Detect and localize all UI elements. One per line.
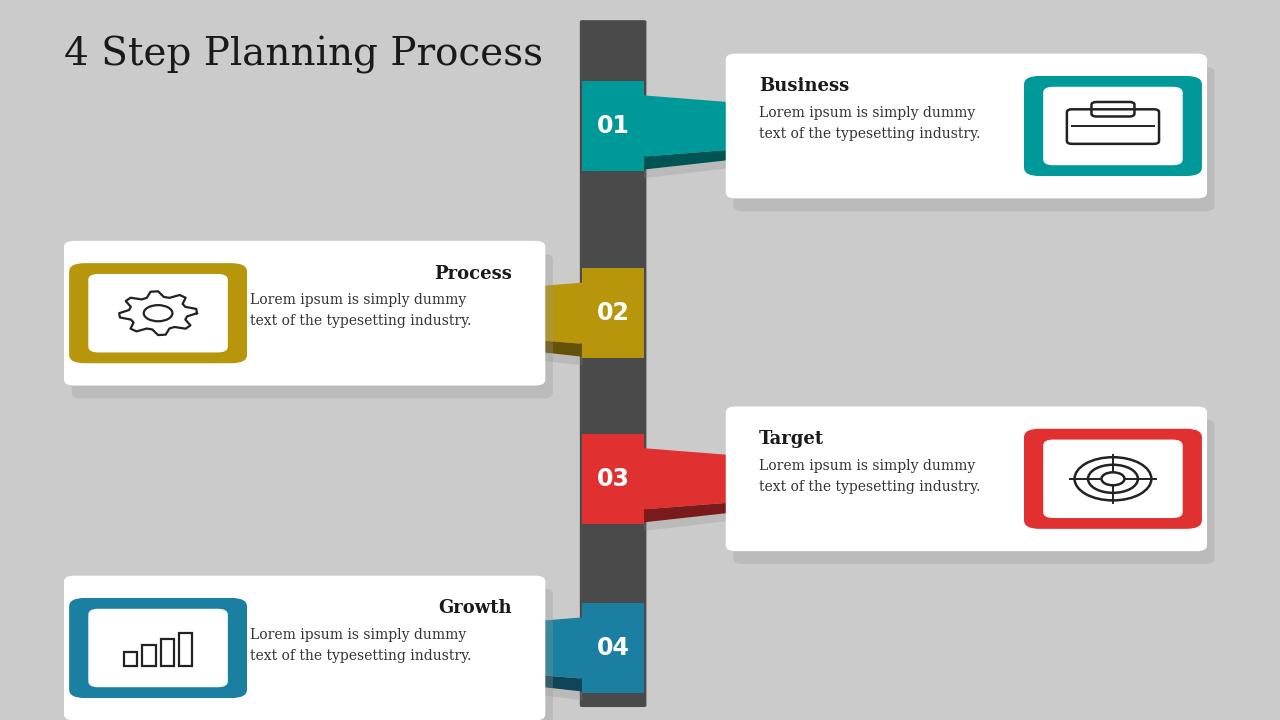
Text: 01: 01: [596, 114, 630, 138]
FancyBboxPatch shape: [733, 67, 1215, 212]
FancyBboxPatch shape: [726, 406, 1207, 552]
FancyBboxPatch shape: [582, 81, 644, 171]
Text: 04: 04: [596, 636, 630, 660]
Polygon shape: [644, 148, 845, 179]
FancyBboxPatch shape: [72, 589, 553, 720]
FancyBboxPatch shape: [582, 269, 644, 359]
FancyBboxPatch shape: [580, 20, 646, 707]
FancyBboxPatch shape: [72, 254, 553, 399]
Polygon shape: [384, 662, 582, 691]
FancyBboxPatch shape: [733, 419, 1215, 564]
Polygon shape: [644, 500, 845, 531]
Polygon shape: [384, 334, 582, 366]
Text: Lorem ipsum is simply dummy
text of the typesetting industry.: Lorem ipsum is simply dummy text of the …: [250, 628, 471, 663]
FancyBboxPatch shape: [582, 603, 644, 693]
Text: 02: 02: [596, 301, 630, 325]
FancyBboxPatch shape: [64, 240, 545, 386]
Polygon shape: [644, 96, 845, 157]
FancyBboxPatch shape: [69, 264, 247, 364]
Text: 4 Step Planning Process: 4 Step Planning Process: [64, 36, 543, 74]
Text: Lorem ipsum is simply dummy
text of the typesetting industry.: Lorem ipsum is simply dummy text of the …: [759, 459, 980, 494]
Text: Growth: Growth: [438, 599, 512, 617]
Polygon shape: [384, 617, 582, 678]
Polygon shape: [384, 282, 582, 344]
FancyBboxPatch shape: [69, 598, 247, 698]
Text: Target: Target: [759, 431, 824, 448]
Text: Lorem ipsum is simply dummy
text of the typesetting industry.: Lorem ipsum is simply dummy text of the …: [759, 106, 980, 141]
Polygon shape: [384, 328, 582, 357]
Polygon shape: [644, 493, 845, 523]
FancyBboxPatch shape: [1024, 428, 1202, 528]
FancyBboxPatch shape: [88, 274, 228, 353]
Bar: [179, 633, 192, 666]
Bar: [160, 639, 174, 666]
FancyBboxPatch shape: [64, 576, 545, 720]
Bar: [142, 645, 156, 666]
FancyBboxPatch shape: [1024, 76, 1202, 176]
Text: Lorem ipsum is simply dummy
text of the typesetting industry.: Lorem ipsum is simply dummy text of the …: [250, 294, 471, 328]
Polygon shape: [644, 448, 845, 510]
Text: Process: Process: [434, 265, 512, 282]
FancyBboxPatch shape: [1043, 439, 1183, 518]
FancyBboxPatch shape: [726, 53, 1207, 198]
Polygon shape: [644, 141, 845, 170]
FancyBboxPatch shape: [88, 609, 228, 687]
FancyBboxPatch shape: [1043, 86, 1183, 166]
Bar: [124, 652, 137, 666]
Polygon shape: [384, 670, 582, 700]
Text: 03: 03: [596, 467, 630, 491]
Text: Business: Business: [759, 77, 850, 95]
FancyBboxPatch shape: [582, 433, 644, 524]
